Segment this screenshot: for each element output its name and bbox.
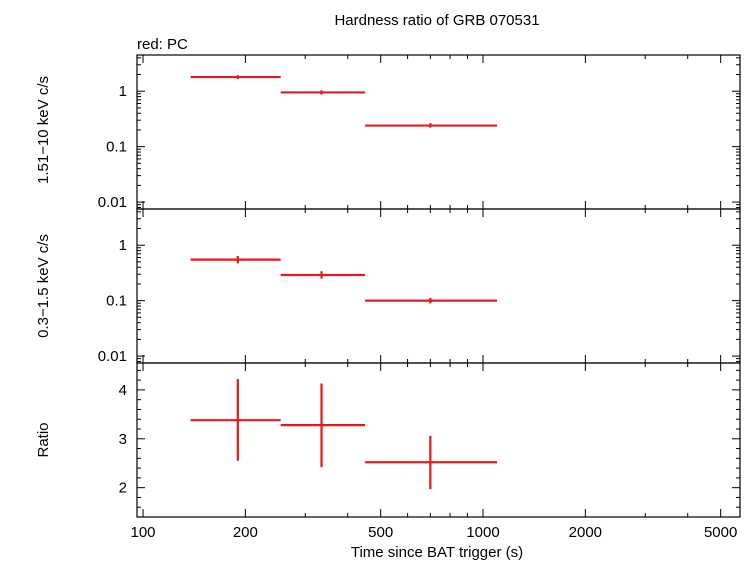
x-tick-label: 200 [233,524,258,541]
y-tick-label: 2 [119,480,127,497]
data-point [280,383,366,468]
panel-hard: 0.01 0.1 1 [98,54,741,211]
x-tick-label: 1000 [466,524,499,541]
panels-layer: 0.01 0.1 1 0.01 0.1 1 2 3 4 100 200 500 1000 2000 5000 [98,54,741,541]
chart-title: Hardness ratio of GRB 070531 [334,12,539,29]
x-tick-label: 100 [131,524,156,541]
y-axis-label-soft: 0.3−1.5 keV c/s [35,234,52,338]
x-tick-label: 5000 [704,524,737,541]
data-point [280,90,366,95]
y-tick-label: 0.1 [106,139,127,156]
x-tick-label: 500 [368,524,393,541]
chart-subtitle: red: PC [137,36,188,53]
x-tick-label: 2000 [569,524,602,541]
y-tick-label: 0.01 [98,348,127,365]
y-axis-label-ratio: Ratio [35,422,52,457]
data-point [365,435,498,490]
data-point [190,255,281,264]
y-tick-label: 4 [119,382,127,399]
y-tick-label: 3 [119,431,127,448]
y-tick-label: 1 [119,83,127,100]
data-point [190,379,281,461]
panel-frame [136,208,741,364]
data-point [365,297,498,304]
y-tick-label: 1 [119,237,127,254]
data-point [280,271,366,279]
panel-soft: 0.01 0.1 1 [98,208,741,365]
y-tick-label: 0.1 [106,293,127,310]
panel-frame [136,362,741,518]
data-point [365,123,498,128]
x-axis-label: Time since BAT trigger (s) [351,544,523,561]
data-point [190,75,281,80]
y-axis-label-hard: 1.51−10 keV c/s [35,76,52,184]
panel-ratio: 2 3 4 [119,362,741,518]
x-tick-labels: 100 200 500 1000 2000 5000 [131,524,738,541]
y-tick-label: 0.01 [98,194,127,211]
